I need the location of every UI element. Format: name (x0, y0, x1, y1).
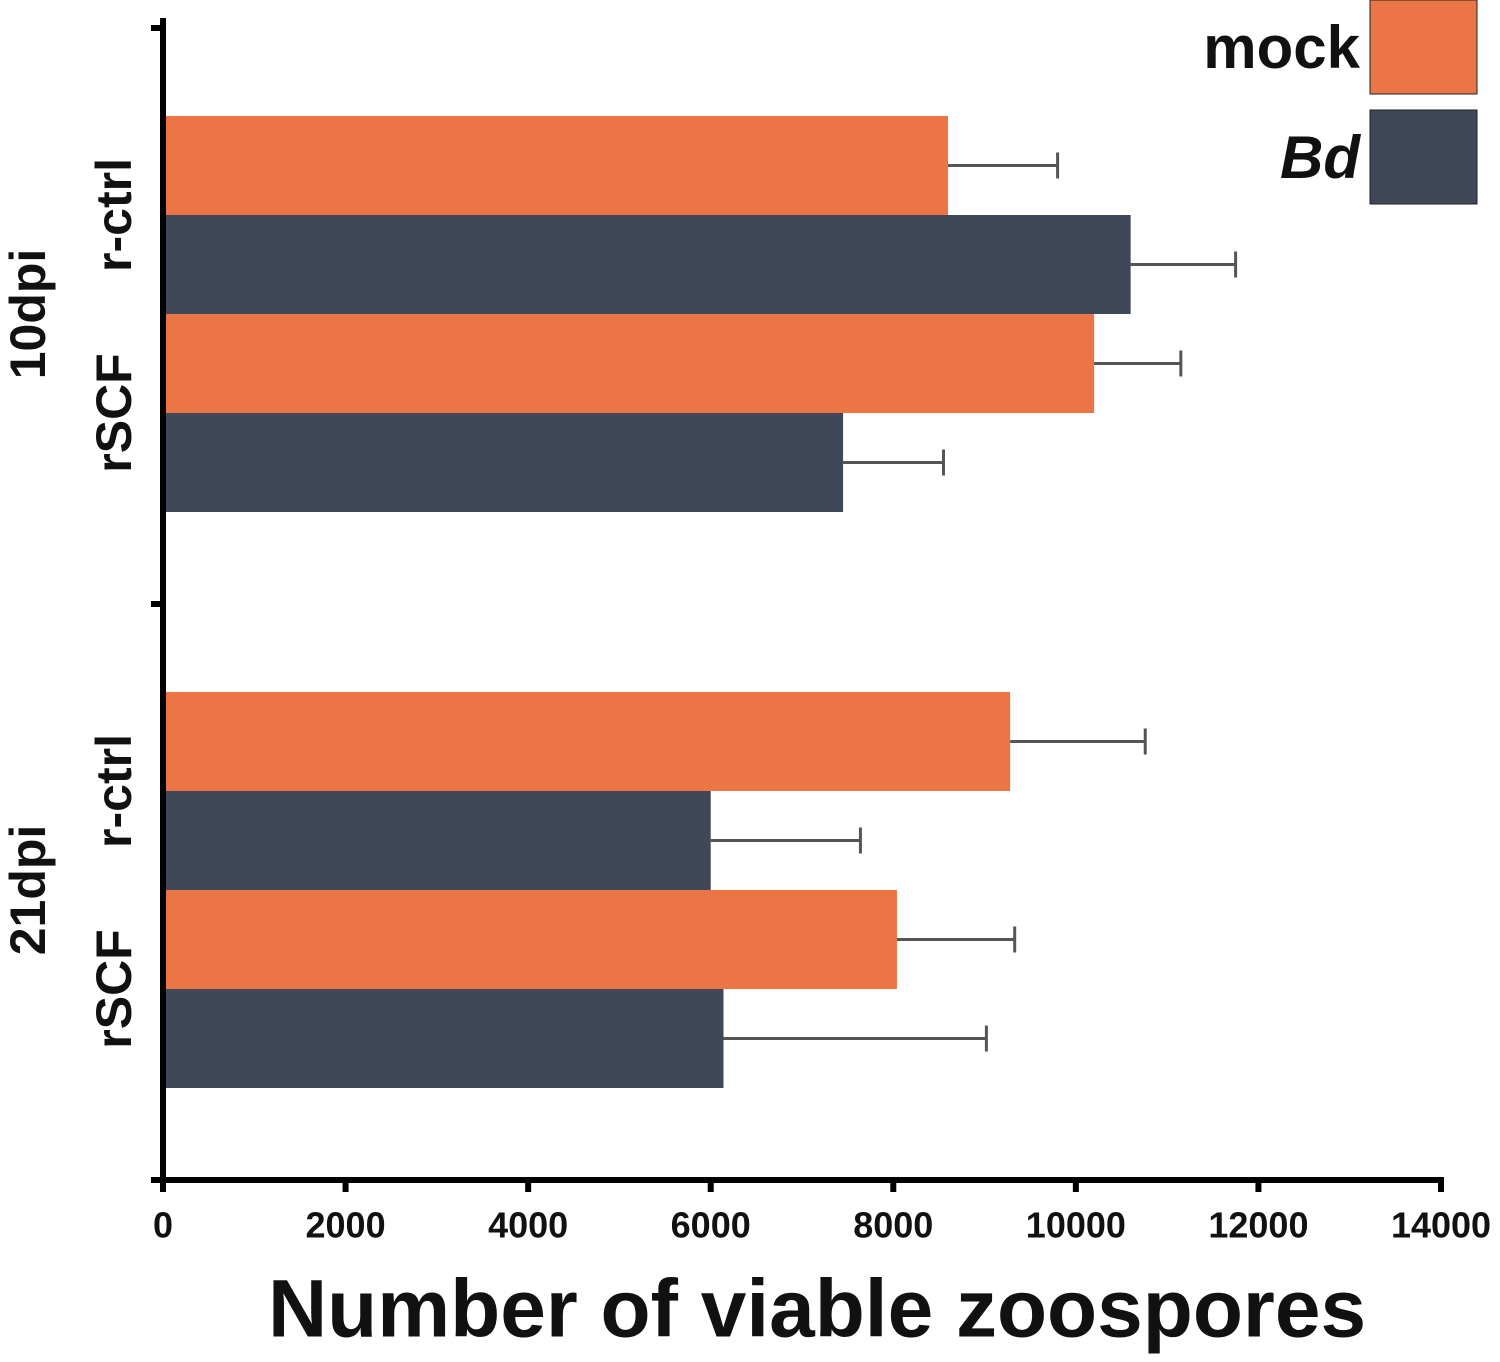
error-bar (843, 449, 945, 476)
error-bar (896, 926, 1017, 953)
x-tick-label: 8000 (853, 1205, 933, 1246)
error-bar (948, 152, 1060, 179)
legend-swatch (1369, 109, 1478, 205)
x-tick-label: 14000 (1391, 1205, 1491, 1246)
x-tick-label: 12000 (1208, 1205, 1308, 1246)
y-tick-label: rSCF (86, 353, 142, 472)
x-axis-title: Number of viable zoospores (268, 1264, 1366, 1355)
x-tick-label: 2000 (306, 1205, 386, 1246)
error-bar (1130, 251, 1238, 278)
x-tick-label: 10000 (1026, 1205, 1126, 1246)
error-bar (1010, 728, 1147, 755)
x-tick-label: 0 (153, 1205, 173, 1246)
x-tick-label: 6000 (671, 1205, 751, 1246)
bar (163, 989, 724, 1088)
bar (163, 215, 1131, 314)
bar (163, 890, 897, 989)
group-label: 10dpi (0, 249, 56, 380)
bar (163, 413, 844, 512)
y-tick-label: r-ctrl (86, 158, 142, 272)
x-tick-label: 4000 (488, 1205, 568, 1246)
y-tick-label: rSCF (86, 929, 142, 1048)
y-tick-label: r-ctrl (86, 734, 142, 848)
bar (163, 314, 1095, 413)
legend-label: mock (1203, 14, 1360, 81)
bar (163, 791, 711, 890)
bar (163, 692, 1011, 791)
error-bar (710, 827, 862, 854)
error-bar (1094, 350, 1183, 377)
error-bar (723, 1025, 988, 1052)
group-label: 21dpi (0, 825, 56, 956)
legend-label: Bd (1280, 124, 1361, 191)
legend-swatch (1369, 0, 1478, 95)
bar (163, 116, 949, 215)
